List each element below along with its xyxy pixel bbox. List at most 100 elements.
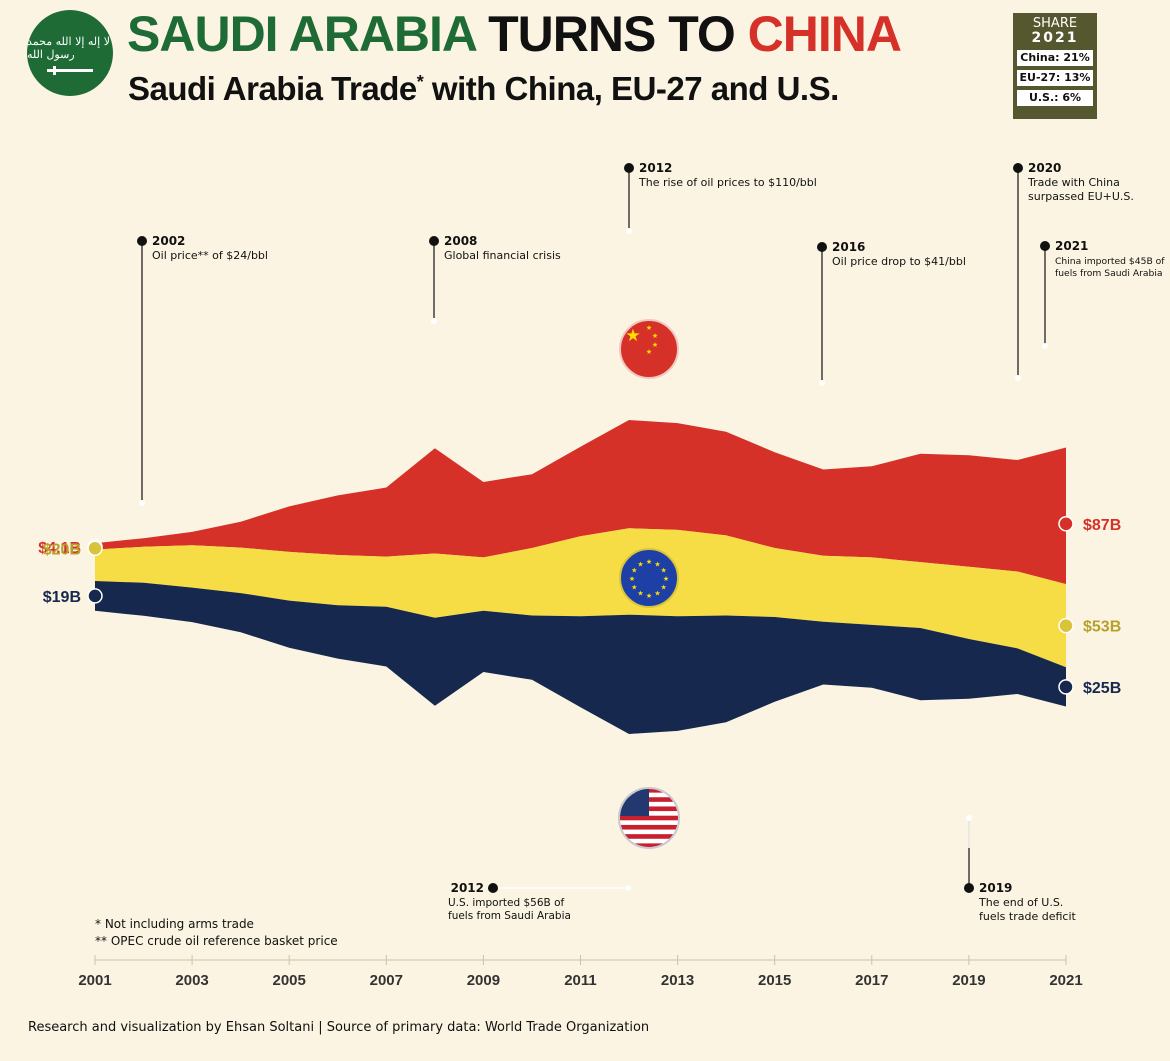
us-flag-icon: [618, 787, 680, 849]
annotation-point: [1042, 343, 1048, 349]
eu-star-icon: ★: [646, 592, 652, 600]
svg-text:★: ★: [646, 324, 652, 332]
logo-script: لا إله إلا الله محمد رسول الله: [27, 34, 110, 61]
annotation-year: 2021: [1055, 239, 1088, 253]
share-row-us: U.S.: 6%: [1017, 90, 1093, 106]
title-turns-to: TURNS TO: [488, 6, 736, 62]
annotation-point: [626, 228, 632, 234]
footnote-opec: ** OPEC crude oil reference basket price: [95, 934, 338, 948]
end-marker-china: [1058, 516, 1074, 532]
annotation-point: [139, 500, 145, 506]
annotation-text: Oil price** of $24/bbl: [152, 249, 268, 262]
annotation-point: [819, 380, 825, 386]
annotation-dot: [488, 883, 498, 893]
start-label-china: $4.1B: [38, 540, 81, 557]
annotation-point: [966, 815, 972, 821]
eu-star-icon: ★: [663, 575, 669, 583]
x-tick-label: 2015: [758, 972, 791, 989]
footnotes: * Not including arms trade ** OPEC crude…: [95, 916, 338, 950]
annotation-year: 2002: [152, 234, 185, 248]
page-subtitle: Saudi Arabia Trade* with China, EU-27 an…: [128, 62, 839, 109]
annotation-year: 2012: [451, 881, 484, 895]
end-marker-us: [1058, 679, 1074, 695]
x-tick-label: 2021: [1049, 972, 1082, 989]
us-stripe: [620, 815, 678, 821]
end-marker-eu: [1058, 617, 1074, 634]
eu-star-icon: ★: [637, 590, 643, 598]
eu-star-icon: ★: [646, 558, 652, 566]
eu-star-icon: ★: [631, 567, 637, 575]
annotation-text: The rise of oil prices to $110/bbl: [638, 176, 817, 189]
share-2021-box: SHARE 2021 China: 21% EU-27: 13% U.S.: 6…: [1013, 13, 1097, 119]
eu-star-icon: ★: [631, 584, 637, 592]
svg-text:★: ★: [625, 326, 640, 346]
eu-star-icon: ★: [637, 560, 643, 568]
start-label-us: $19B: [43, 589, 81, 606]
share-row-eu: EU-27: 13%: [1017, 70, 1093, 86]
x-tick-label: 2009: [467, 972, 500, 989]
start-marker-eu: [87, 540, 103, 557]
svg-text:★: ★: [652, 341, 658, 349]
annotation-year: 2020: [1028, 161, 1061, 175]
annotation-year: 2012: [639, 161, 672, 175]
x-tick-label: 2001: [78, 972, 111, 989]
eu-flag-icon: ★★★★★★★★★ ★ ★★: [619, 548, 679, 608]
eu-area: [95, 528, 1066, 668]
eu-star-icon: ★: [654, 590, 660, 598]
china-area: [95, 420, 1066, 585]
subtitle-footnote-mark: *: [416, 72, 424, 92]
saudi-flag-emblem-icon: لا إله إلا الله محمد رسول الله: [27, 10, 113, 96]
annotation-text: fuels from Saudi Arabia: [1055, 268, 1163, 279]
annotation-text: Oil price drop to $41/bbl: [832, 255, 966, 268]
eu-star-icon: ★: [661, 567, 667, 575]
annotation-text: The end of U.S.: [978, 896, 1063, 909]
annotation-year: 2008: [444, 234, 477, 248]
annotation-text: U.S. imported $56B of: [448, 897, 565, 909]
title-saudi-arabia: SAUDI ARABIA: [127, 6, 476, 62]
us-stripe: [620, 834, 678, 839]
credit-line: Research and visualization by Ehsan Solt…: [28, 1020, 650, 1035]
annotation-text: Global financial crisis: [444, 249, 561, 262]
subtitle-start: Saudi Arabia Trade: [128, 70, 417, 107]
annotation-dot: [1013, 163, 1023, 173]
svg-text:★: ★: [652, 332, 658, 340]
x-tick-label: 2007: [370, 972, 403, 989]
annotation-text: fuels trade deficit: [979, 910, 1077, 923]
annotation-point: [1015, 375, 1021, 381]
annotation-dot: [1040, 241, 1050, 251]
start-label-eu: $20B: [43, 541, 81, 558]
annotation-dot: [624, 163, 634, 173]
eu-star-icon: ★: [661, 584, 667, 592]
x-tick-label: 2017: [855, 972, 888, 989]
x-tick-label: 2011: [564, 972, 597, 989]
annotation-text: China imported $45B of: [1055, 256, 1165, 267]
x-tick-label: 2013: [661, 972, 694, 989]
share-year: 2021: [1031, 30, 1079, 46]
annotation-dot: [817, 242, 827, 252]
annotation-dot: [964, 883, 974, 893]
annotation-dot: [429, 236, 439, 246]
annotation-point: [431, 318, 437, 324]
start-marker-us: [87, 588, 103, 604]
end-label-us: $25B: [1083, 680, 1121, 697]
title-china: CHINA: [747, 6, 902, 62]
page-title: SAUDI ARABIA TURNS TO CHINA: [127, 6, 902, 62]
china-flag-icon: ★ ★ ★ ★ ★: [619, 319, 679, 379]
annotation-text: surpassed EU+U.S.: [1028, 190, 1134, 203]
eu-star-icon: ★: [629, 575, 635, 583]
annotation-dot: [137, 236, 147, 246]
us-area: [95, 581, 1066, 734]
us-stripe: [620, 843, 678, 847]
annotation-text: fuels from Saudi Arabia: [448, 910, 571, 922]
x-tick-label: 2005: [273, 972, 306, 989]
x-tick-label: 2003: [175, 972, 208, 989]
sword-icon: [47, 65, 93, 75]
